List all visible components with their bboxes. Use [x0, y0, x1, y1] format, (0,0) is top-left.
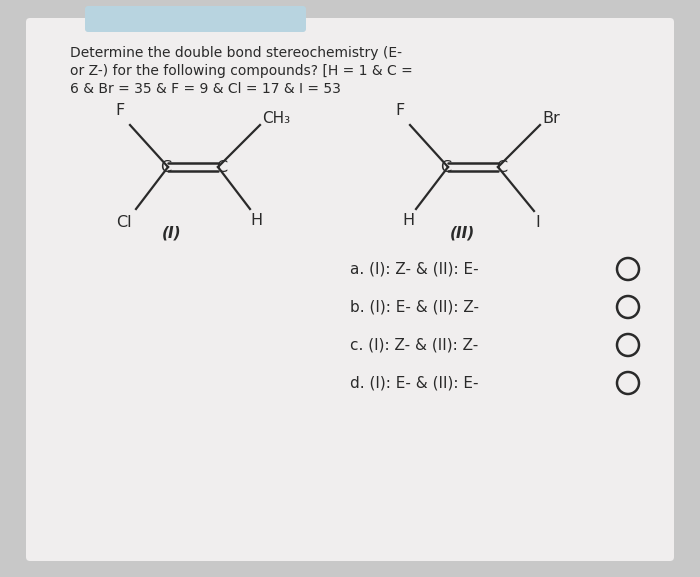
Text: CH₃: CH₃: [262, 111, 290, 126]
Text: Determine the double bond stereochemistry (E-: Determine the double bond stereochemistr…: [70, 46, 402, 60]
Text: I: I: [535, 215, 540, 230]
FancyBboxPatch shape: [26, 18, 674, 561]
Text: (I): (I): [162, 225, 181, 240]
Text: F: F: [395, 103, 405, 118]
Text: C: C: [160, 160, 171, 175]
Text: b. (I): E- & (II): Z-: b. (I): E- & (II): Z-: [350, 299, 479, 314]
Text: Cl: Cl: [116, 215, 132, 230]
Text: (II): (II): [450, 225, 475, 240]
Text: Br: Br: [542, 111, 560, 126]
Text: H: H: [250, 213, 262, 228]
Text: C: C: [216, 160, 227, 175]
Text: or Z-) for the following compounds? [H = 1 & C =: or Z-) for the following compounds? [H =…: [70, 64, 413, 78]
Text: c. (I): Z- & (II): Z-: c. (I): Z- & (II): Z-: [350, 338, 478, 353]
Text: F: F: [115, 103, 125, 118]
Text: C: C: [440, 160, 451, 175]
Text: H: H: [402, 213, 414, 228]
Text: C: C: [496, 160, 507, 175]
Text: 6 & Br = 35 & F = 9 & Cl = 17 & I = 53: 6 & Br = 35 & F = 9 & Cl = 17 & I = 53: [70, 82, 341, 96]
FancyBboxPatch shape: [85, 6, 306, 32]
Text: d. (I): E- & (II): E-: d. (I): E- & (II): E-: [350, 376, 479, 391]
Text: a. (I): Z- & (II): E-: a. (I): Z- & (II): E-: [350, 261, 479, 276]
